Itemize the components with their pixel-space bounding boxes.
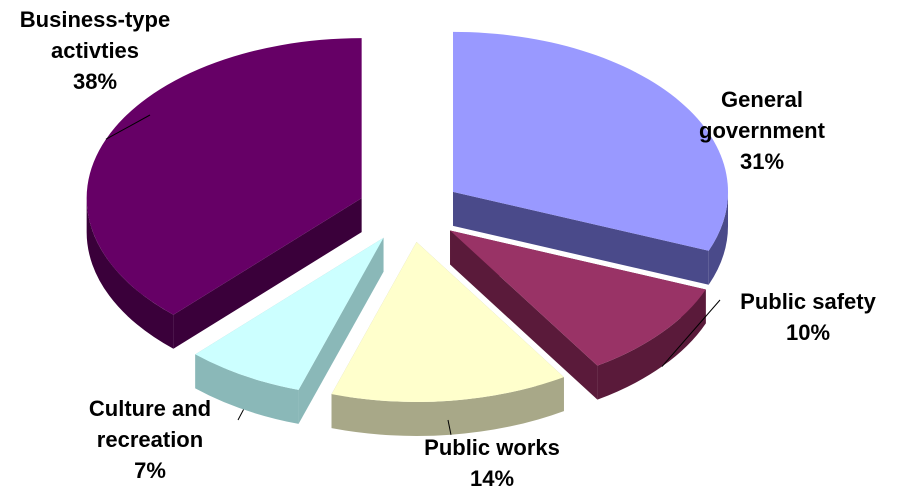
slice-top-culture-and-recreation <box>195 237 384 390</box>
slice-side-general-government <box>708 191 729 285</box>
slice-top-business-type-activties <box>86 38 362 315</box>
label-general-government-value: 31% <box>739 149 785 174</box>
slice-public-works <box>331 241 564 436</box>
label-culture-recreation-line1: Culture and <box>88 396 212 421</box>
label-public-works: Public works 14% <box>392 432 592 494</box>
slice-business-type-activties <box>86 38 362 349</box>
leader-line-culture-and-recreation <box>237 409 244 421</box>
label-general-government-line2: government <box>699 118 825 143</box>
slice-top-public-safety <box>450 230 706 366</box>
slice-wall-general-government-end <box>453 191 709 285</box>
label-public-safety-value: 10% <box>785 320 831 345</box>
slice-public-safety <box>450 230 706 400</box>
slice-culture-and-recreation <box>195 237 384 424</box>
label-general-government: General government 31% <box>662 84 862 177</box>
slice-side-public-safety <box>597 289 706 400</box>
label-culture-recreation: Culture and recreation 7% <box>60 393 240 486</box>
slice-top-general-government <box>453 31 729 251</box>
label-public-works-value: 14% <box>469 466 515 491</box>
slice-side-public-works <box>331 377 564 436</box>
label-culture-recreation-value: 7% <box>134 458 166 483</box>
label-general-government-line1: General <box>721 87 803 112</box>
leader-line-business-type-activties <box>105 114 151 140</box>
slice-general-government <box>453 31 729 285</box>
label-business-type: Business-type activties 38% <box>0 4 190 97</box>
label-culture-recreation-line2: recreation <box>96 427 204 452</box>
slice-wall-public-safety-end <box>450 230 598 400</box>
label-business-type-value: 38% <box>72 69 118 94</box>
slice-wall-business-type-activties-start <box>173 198 362 349</box>
label-public-safety: Public safety 10% <box>718 286 898 348</box>
label-public-safety-line1: Public safety <box>740 289 876 314</box>
leader-line-public-works <box>447 419 452 435</box>
slice-side-culture-and-recreation <box>195 354 299 424</box>
label-business-type-line2: activties <box>50 38 140 63</box>
label-business-type-line1: Business-type <box>19 7 171 32</box>
slice-top-public-works <box>331 241 564 402</box>
label-public-works-line1: Public works <box>424 435 560 460</box>
leader-line-public-safety <box>661 299 721 367</box>
slice-side-business-type-activties <box>86 198 174 349</box>
